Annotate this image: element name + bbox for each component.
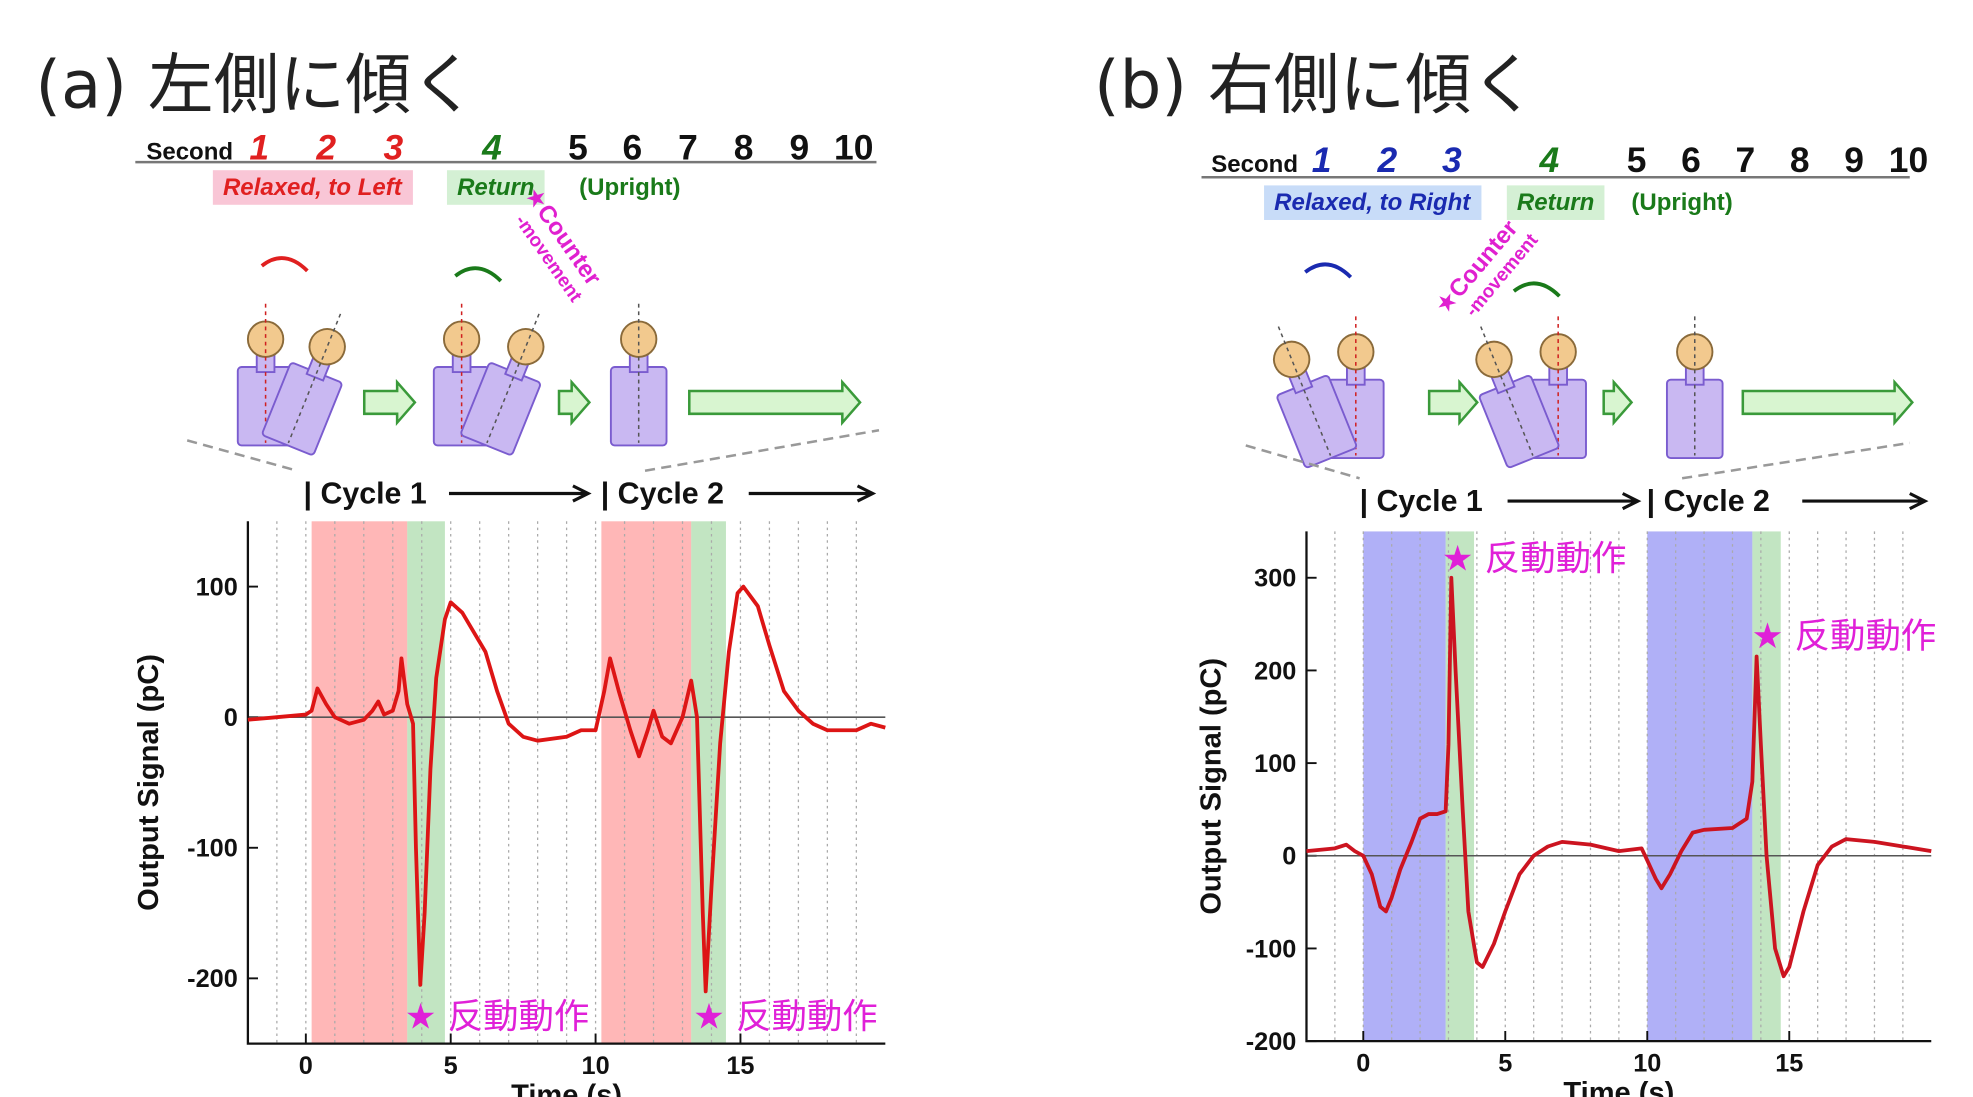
cycle-arrow bbox=[1508, 493, 1638, 508]
step-arrow bbox=[1429, 382, 1477, 422]
turn-arrow bbox=[1514, 283, 1560, 296]
panel-title: (b) 右側に傾く bbox=[1094, 47, 1537, 124]
second-number: 6 bbox=[1681, 140, 1701, 180]
step-arrow bbox=[559, 382, 589, 422]
second-number: 8 bbox=[1790, 140, 1810, 180]
x-axis-label: Time (s) bbox=[1563, 1077, 1674, 1097]
y-axis-label: Output Signal (pC) bbox=[133, 654, 165, 911]
counter-movement: ★Counter-movement bbox=[1430, 212, 1543, 334]
step-arrow bbox=[364, 382, 415, 422]
y-tick-label: 0 bbox=[1282, 843, 1296, 871]
figure: (a) 左側に傾くSecond12345678910Relaxed, to Le… bbox=[0, 0, 1973, 1097]
annotation: ★ 反動動作 bbox=[1752, 616, 1937, 657]
step-arrow bbox=[1743, 382, 1912, 422]
turn-arrow bbox=[262, 258, 308, 271]
cycle-label: | Cycle 1 bbox=[1360, 485, 1483, 518]
phase-label: Relaxed, to Right bbox=[1274, 189, 1471, 216]
y-tick-label: 300 bbox=[1254, 565, 1296, 593]
zoom-line bbox=[645, 430, 879, 470]
second-number: 9 bbox=[1844, 140, 1864, 180]
second-label: Second bbox=[1211, 151, 1298, 178]
cycle-arrow bbox=[1802, 493, 1925, 508]
phase-span bbox=[601, 521, 691, 1043]
y-tick-label: -100 bbox=[187, 835, 238, 863]
cycle-arrow bbox=[749, 486, 873, 501]
phase-label: Relaxed, to Left bbox=[223, 174, 403, 201]
second-number: 3 bbox=[1442, 140, 1462, 180]
x-tick-label: 5 bbox=[1498, 1049, 1512, 1077]
y-tick-label: 100 bbox=[1254, 750, 1296, 778]
cycle-label: | Cycle 2 bbox=[601, 478, 724, 511]
y-axis-label: Output Signal (pC) bbox=[1195, 658, 1227, 915]
second-number: 2 bbox=[1377, 140, 1398, 180]
x-tick-label: 0 bbox=[299, 1052, 313, 1080]
x-tick-label: 15 bbox=[726, 1052, 754, 1080]
x-tick-label: 15 bbox=[1775, 1049, 1803, 1077]
phase-span bbox=[1752, 531, 1780, 1041]
y-tick-label: -100 bbox=[1246, 935, 1297, 963]
second-number: 1 bbox=[1312, 140, 1332, 180]
cycle-arrow bbox=[449, 486, 588, 501]
phase-label: (Upright) bbox=[579, 174, 680, 201]
annotation: ★ 反動動作 bbox=[1442, 539, 1627, 580]
second-number: 7 bbox=[1735, 140, 1755, 180]
turn-arrow bbox=[1305, 264, 1351, 277]
phase-label: Return bbox=[1517, 189, 1594, 216]
phase-span bbox=[1363, 531, 1445, 1041]
step-arrow bbox=[689, 382, 860, 422]
annotation: ★ 反動動作 bbox=[405, 996, 590, 1037]
x-tick-label: 10 bbox=[1633, 1049, 1661, 1077]
cycle-label: | Cycle 2 bbox=[1647, 485, 1770, 518]
step-arrow bbox=[1604, 382, 1632, 422]
phase-span bbox=[1647, 531, 1752, 1041]
x-axis-label: Time (s) bbox=[511, 1079, 622, 1097]
cycle-label: | Cycle 1 bbox=[304, 478, 427, 511]
x-tick-label: 0 bbox=[1356, 1049, 1370, 1077]
x-tick-label: 10 bbox=[582, 1052, 610, 1080]
y-tick-label: -200 bbox=[1246, 1028, 1297, 1056]
y-tick-label: -200 bbox=[187, 965, 238, 993]
turn-arrow bbox=[455, 268, 501, 281]
y-tick-label: 0 bbox=[224, 704, 238, 732]
y-tick-label: 200 bbox=[1254, 657, 1296, 685]
second-number: 10 bbox=[1889, 140, 1928, 180]
person-figure bbox=[611, 304, 667, 446]
person-figure bbox=[1667, 316, 1723, 458]
panel-title: (a) 左側に傾く bbox=[35, 47, 476, 124]
x-tick-label: 5 bbox=[444, 1052, 458, 1080]
second-number: 4 bbox=[1538, 140, 1559, 180]
y-tick-label: 100 bbox=[196, 573, 238, 601]
second-number: 5 bbox=[1627, 140, 1647, 180]
annotation: ★ 反動動作 bbox=[693, 996, 878, 1037]
phase-label: (Upright) bbox=[1631, 189, 1732, 216]
